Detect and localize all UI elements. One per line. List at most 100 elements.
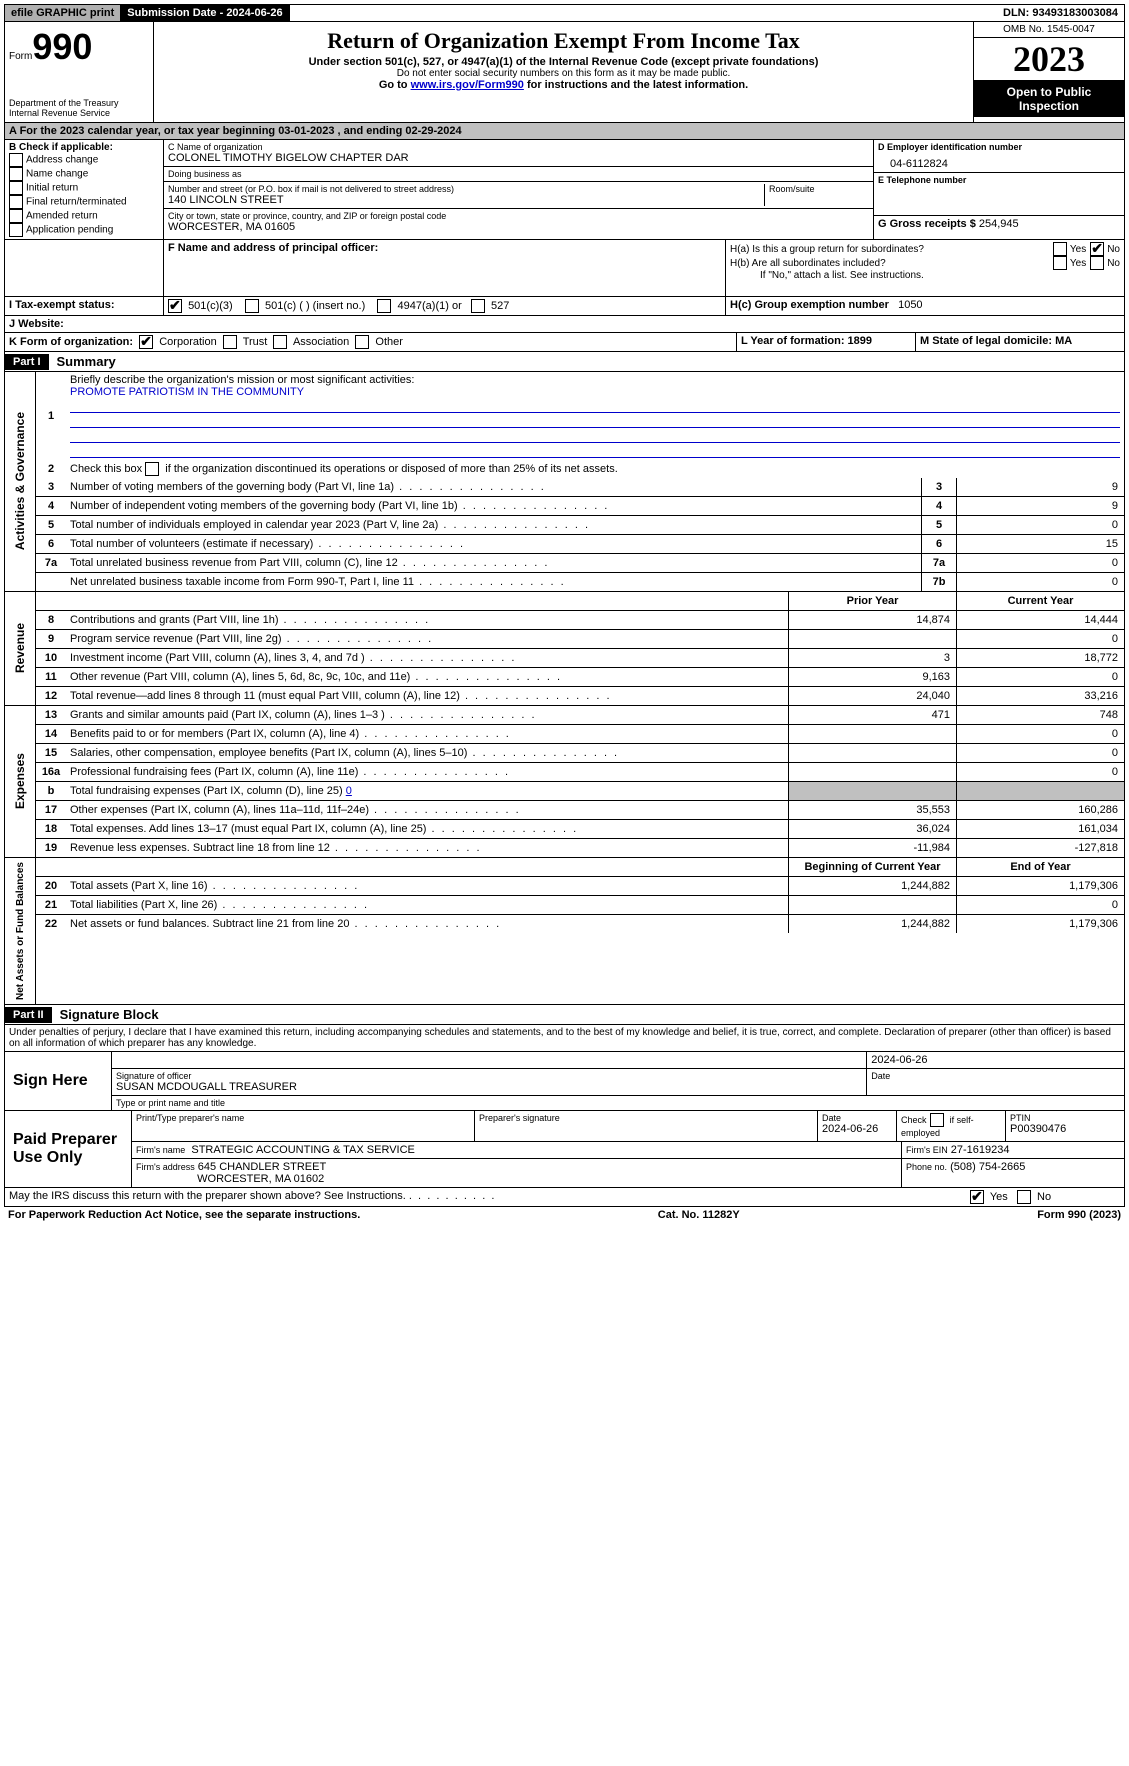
i-row: I Tax-exempt status: 501(c)(3) 501(c) ( … (4, 297, 1125, 316)
ha-yes[interactable] (1053, 242, 1067, 256)
room-label: Room/suite (769, 184, 869, 194)
firm-ein: 27-1619234 (951, 1144, 1010, 1156)
box-f: F Name and address of principal officer: (168, 242, 721, 254)
subtitle-2: Do not enter social security numbers on … (158, 68, 969, 79)
declaration: Under penalties of perjury, I declare th… (4, 1025, 1125, 1052)
box-b: B Check if applicable: Address change Na… (5, 140, 164, 239)
check-self-emp[interactable] (930, 1113, 944, 1127)
check-name[interactable] (9, 167, 23, 181)
begin-year-hdr: Beginning of Current Year (788, 858, 956, 876)
part-i-title: Summary (49, 352, 124, 371)
klm-row: K Form of organization: Corporation Trus… (4, 333, 1125, 352)
check-address[interactable] (9, 153, 23, 167)
check-4947[interactable] (377, 299, 391, 313)
ha-no[interactable] (1090, 242, 1104, 256)
page-footer: For Paperwork Reduction Act Notice, see … (4, 1207, 1125, 1223)
gross-receipts: 254,945 (979, 218, 1019, 230)
firm-name: STRATEGIC ACCOUNTING & TAX SERVICE (191, 1144, 415, 1156)
discuss-no[interactable] (1017, 1190, 1031, 1204)
open-inspection: Open to Public Inspection (974, 81, 1124, 117)
officer-name: SUSAN MCDOUGALL TREASURER (116, 1081, 862, 1093)
check-501c[interactable] (245, 299, 259, 313)
box-i-label: I Tax-exempt status: (5, 297, 164, 315)
check-527[interactable] (471, 299, 485, 313)
part-ii-tag: Part II (5, 1007, 52, 1023)
section-revenue: Revenue Prior Year Current Year 8Contrib… (4, 592, 1125, 706)
sign-date: 2024-06-26 (867, 1052, 1124, 1068)
discuss-yes[interactable] (970, 1190, 984, 1204)
j-row: J Website: (4, 316, 1125, 333)
form-title: Return of Organization Exempt From Incom… (158, 28, 969, 54)
line2: Check this box if the organization disco… (66, 460, 1124, 478)
data-line: 22Net assets or fund balances. Subtract … (36, 915, 1124, 933)
box-g-label: G Gross receipts $ (878, 218, 976, 230)
part-i-tag: Part I (5, 354, 49, 370)
sig-officer-label: Signature of officer (116, 1071, 862, 1081)
hc-label: H(c) Group exemption number (730, 299, 889, 311)
gov-line: 5Total number of individuals employed in… (36, 516, 1124, 535)
hb-no[interactable] (1090, 256, 1104, 270)
check-trust[interactable] (223, 335, 237, 349)
subtitle-3: Go to www.irs.gov/Form990 for instructio… (158, 79, 969, 91)
subtitle-1: Under section 501(c), 527, or 4947(a)(1)… (158, 56, 969, 68)
data-line: bTotal fundraising expenses (Part IX, co… (36, 782, 1124, 801)
check-initial[interactable] (9, 181, 23, 195)
city-label: City or town, state or province, country… (168, 211, 869, 221)
data-line: 17Other expenses (Part IX, column (A), l… (36, 801, 1124, 820)
hb-yes[interactable] (1053, 256, 1067, 270)
dba-label: Doing business as (168, 169, 869, 179)
dln: DLN: 93493183003084 (997, 5, 1124, 21)
section-net: Net Assets or Fund Balances Beginning of… (4, 858, 1125, 1005)
check-other[interactable] (355, 335, 369, 349)
check-assoc[interactable] (273, 335, 287, 349)
org-name: COLONEL TIMOTHY BIGELOW CHAPTER DAR (168, 152, 869, 164)
check-final[interactable] (9, 195, 23, 209)
paperwork-notice: For Paperwork Reduction Act Notice, see … (8, 1209, 360, 1221)
data-line: 15Salaries, other compensation, employee… (36, 744, 1124, 763)
efile-button[interactable]: efile GRAPHIC print (5, 5, 121, 21)
curr-year-hdr: Current Year (956, 592, 1124, 610)
net-label: Net Assets or Fund Balances (13, 858, 28, 1004)
entity-block: B Check if applicable: Address change Na… (4, 140, 1125, 240)
check-corp[interactable] (139, 335, 153, 349)
data-line: 8Contributions and grants (Part VIII, li… (36, 611, 1124, 630)
end-year-hdr: End of Year (956, 858, 1124, 876)
irs-link[interactable]: www.irs.gov/Form990 (411, 79, 524, 91)
firm-addr1: 645 CHANDLER STREET (198, 1161, 326, 1173)
gov-label: Activities & Governance (11, 408, 29, 554)
discuss-text: May the IRS discuss this return with the… (5, 1188, 966, 1206)
name-title-label: Type or print name and title (116, 1098, 1120, 1108)
box-k-label: K Form of organization: (9, 336, 133, 348)
check-pending[interactable] (9, 223, 23, 237)
top-bar: efile GRAPHIC print Submission Date - 20… (4, 4, 1125, 22)
data-line: 10Investment income (Part VIII, column (… (36, 649, 1124, 668)
check-discontinued[interactable] (145, 462, 159, 476)
check-501c3[interactable] (168, 299, 182, 313)
form-word: Form (9, 51, 32, 62)
hb-label: H(b) Are all subordinates included? (730, 258, 1053, 269)
line-a: A For the 2023 calendar year, or tax yea… (4, 123, 1125, 140)
gov-line: Net unrelated business taxable income fr… (36, 573, 1124, 591)
section-expenses: Expenses 13Grants and similar amounts pa… (4, 706, 1125, 858)
firm-addr2: WORCESTER, MA 01602 (197, 1173, 324, 1185)
box-m: M State of legal domicile: MA (916, 333, 1124, 351)
prior-year-hdr: Prior Year (788, 592, 956, 610)
hb-note: If "No," attach a list. See instructions… (730, 270, 1120, 281)
ptin-hdr: PTIN (1010, 1113, 1120, 1123)
check-amended[interactable] (9, 209, 23, 223)
line1-label: Briefly describe the organization's miss… (70, 374, 414, 386)
data-line: 16aProfessional fundraising fees (Part I… (36, 763, 1124, 782)
rev-label: Revenue (11, 619, 29, 677)
ein: 04-6112824 (878, 152, 1120, 170)
tax-year: 2023 (974, 38, 1124, 81)
prep-date-hdr: Date (822, 1113, 892, 1123)
data-line: 20Total assets (Part X, line 16)1,244,88… (36, 877, 1124, 896)
part-i-header: Part I Summary (4, 352, 1125, 372)
data-line: 19Revenue less expenses. Subtract line 1… (36, 839, 1124, 857)
box-e-label: E Telephone number (878, 175, 1120, 185)
paid-prep-label: Paid Preparer Use Only (5, 1111, 132, 1187)
part-ii-header: Part II Signature Block (4, 1005, 1125, 1025)
org-city: WORCESTER, MA 01605 (168, 221, 869, 233)
dept-treasury: Department of the Treasury Internal Reve… (9, 98, 149, 118)
box-l: L Year of formation: 1899 (737, 333, 916, 351)
